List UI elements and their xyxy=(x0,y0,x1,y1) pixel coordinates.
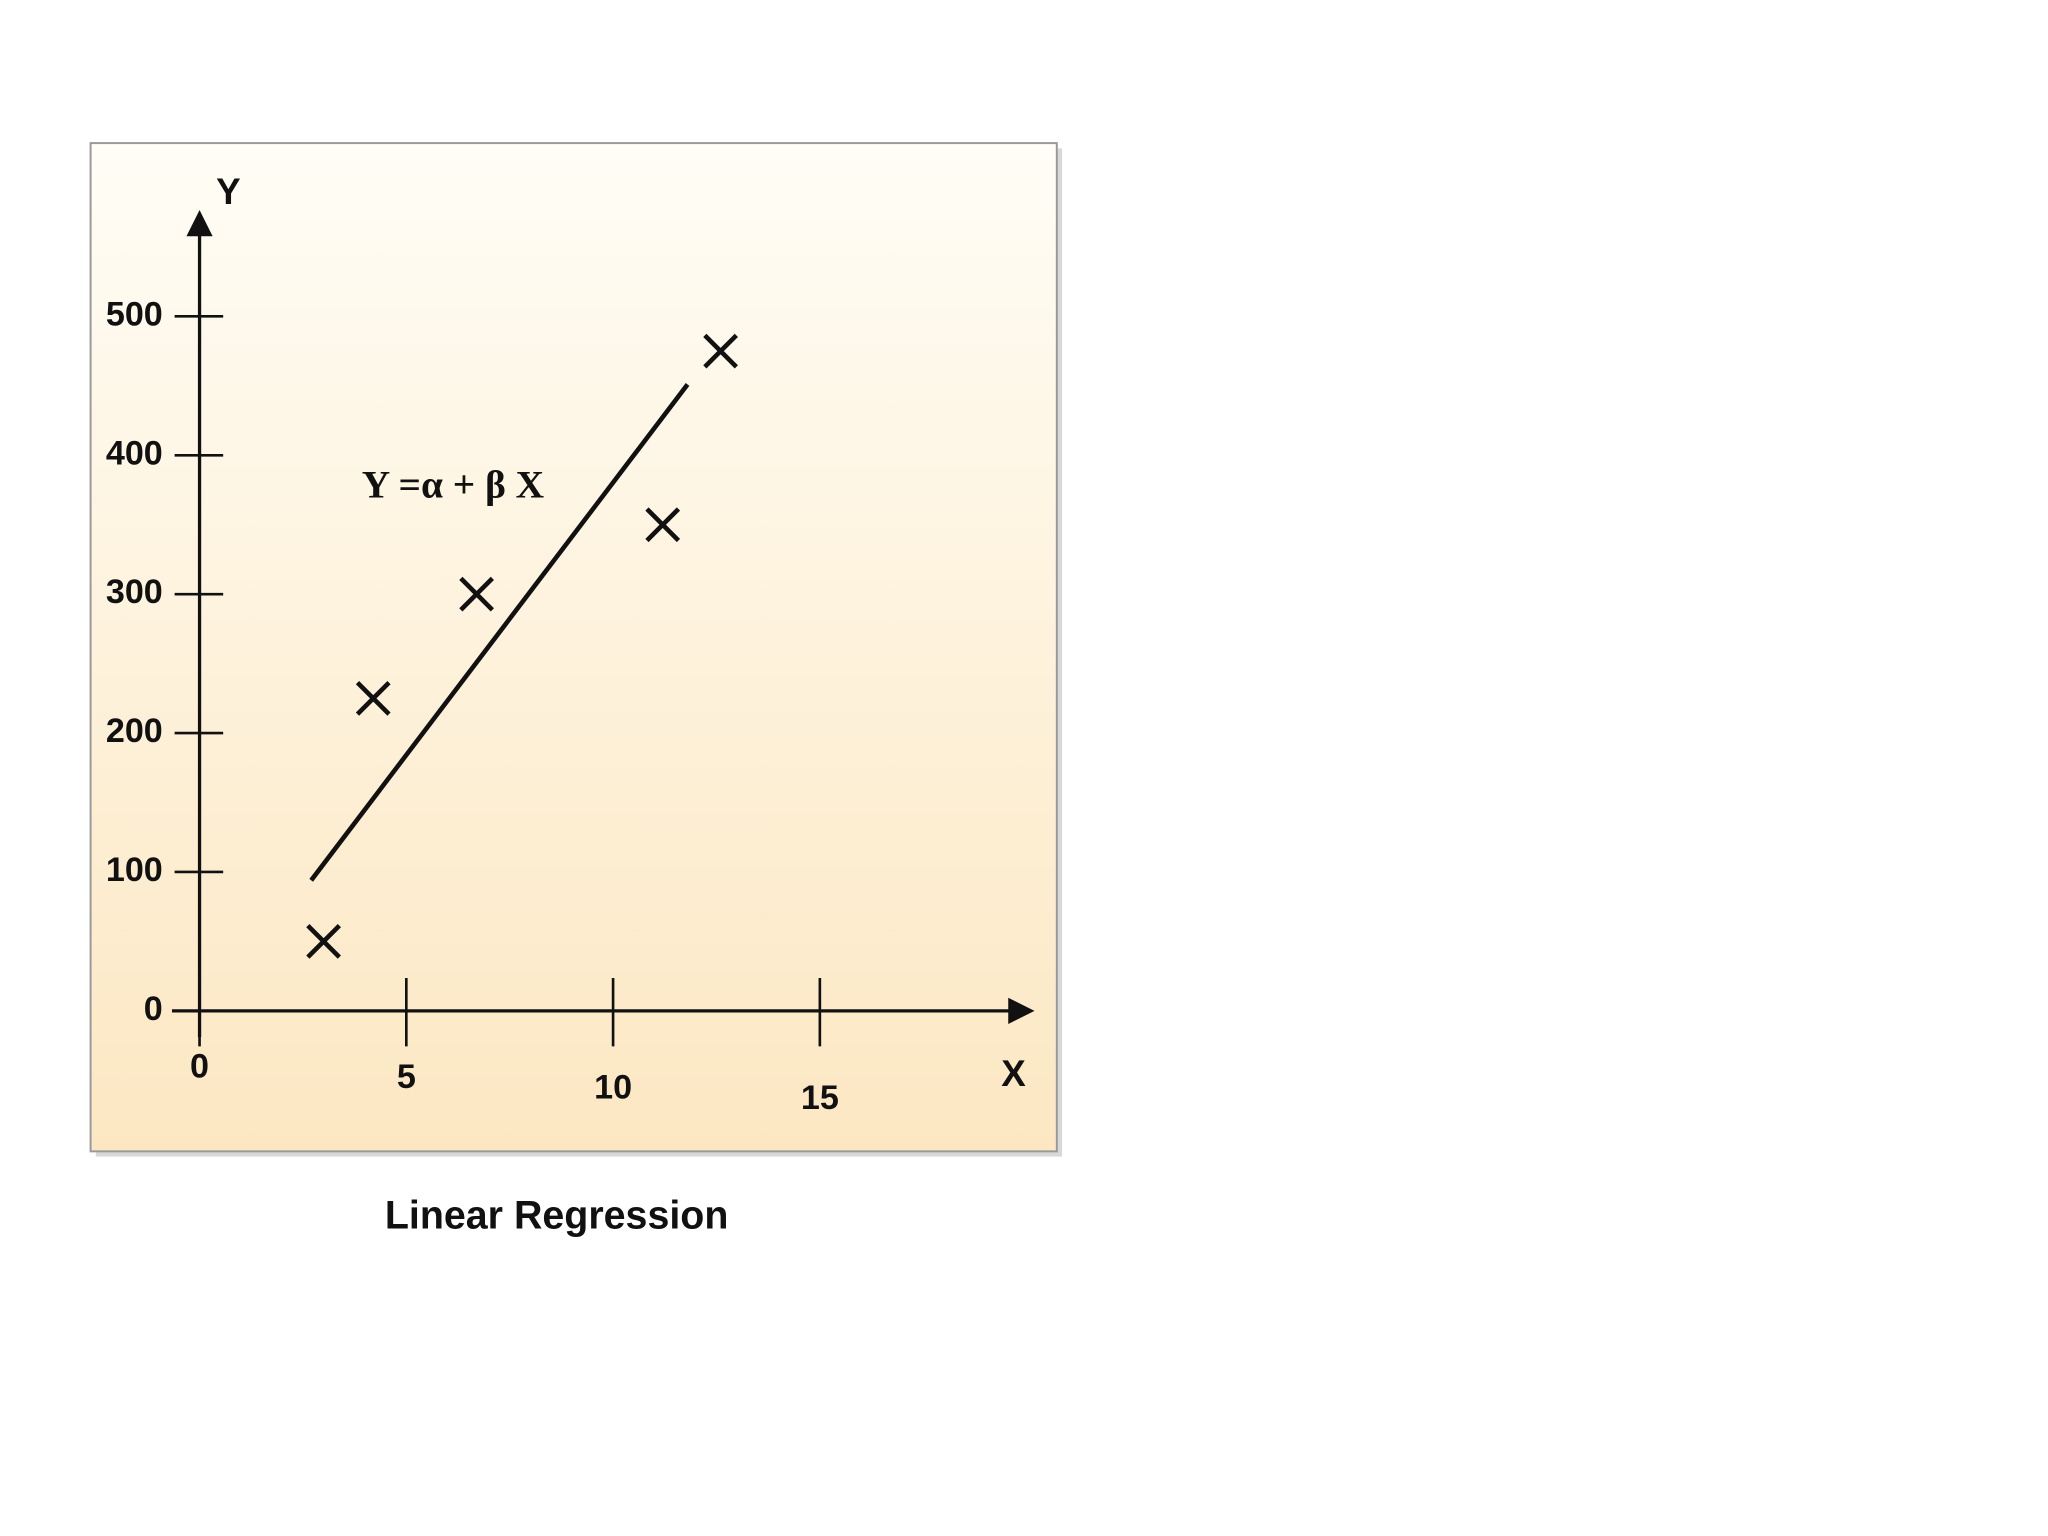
y-tick-label: 300 xyxy=(106,573,163,611)
x-tick-label: 15 xyxy=(801,1079,839,1117)
point-marker xyxy=(459,576,494,612)
y-tick-label: 400 xyxy=(106,434,163,472)
regression-line xyxy=(309,383,690,882)
x-tick-label: 5 xyxy=(397,1058,416,1096)
y-tick-label: 500 xyxy=(106,295,163,333)
y-tick-label: 100 xyxy=(106,851,163,889)
chart-title: Linear Regression xyxy=(385,1194,729,1238)
x-axis-label: X xyxy=(1001,1053,1026,1094)
equation: Y =α + β X xyxy=(362,462,544,506)
point-marker xyxy=(645,507,681,543)
panel xyxy=(89,142,1058,1153)
point-marker xyxy=(355,680,391,716)
x-tick-label: 10 xyxy=(594,1069,632,1107)
y-tick-label: 200 xyxy=(106,712,163,750)
point-marker xyxy=(306,924,341,959)
x-tick-label: 0 xyxy=(190,1048,209,1086)
y-tick-label: 0 xyxy=(144,990,163,1028)
y-axis-label: Y xyxy=(216,171,241,212)
point-marker xyxy=(703,333,738,369)
